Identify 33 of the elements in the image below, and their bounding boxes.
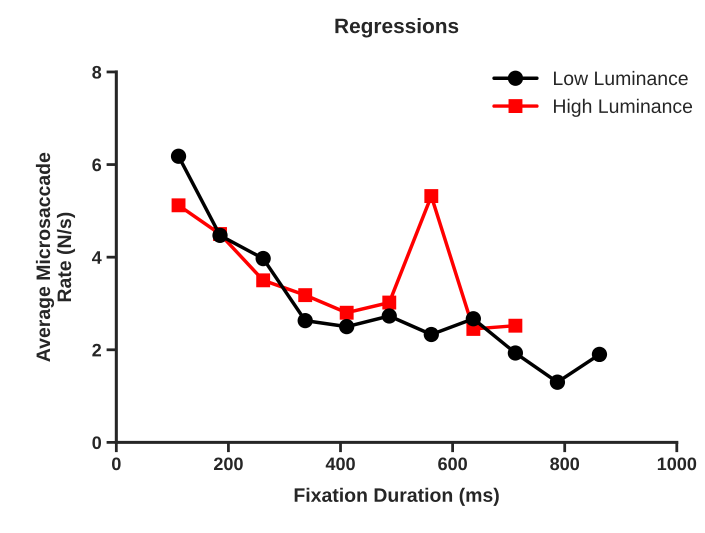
point bbox=[466, 311, 481, 326]
point bbox=[298, 312, 313, 328]
x-axis-title: Fixation Duration (ms) bbox=[294, 488, 499, 506]
point bbox=[298, 288, 312, 302]
x-tick-label: 1000 bbox=[658, 457, 696, 470]
point bbox=[424, 326, 439, 342]
legend-label: Low Luminance bbox=[554, 70, 688, 86]
point bbox=[340, 306, 354, 320]
point bbox=[172, 198, 186, 212]
point bbox=[339, 318, 354, 334]
point bbox=[256, 250, 271, 266]
y-tick-label: 4 bbox=[92, 251, 102, 264]
y-tick-label: 8 bbox=[92, 66, 102, 79]
chart-title: Regressions bbox=[335, 18, 458, 38]
x-tick-label: 600 bbox=[438, 457, 467, 470]
point bbox=[424, 189, 438, 203]
x-tick-label: 800 bbox=[550, 457, 580, 470]
y-tick-label: 0 bbox=[92, 436, 102, 450]
y-tick-label: 2 bbox=[92, 344, 102, 356]
point bbox=[256, 273, 270, 288]
point bbox=[382, 308, 397, 324]
legend-label: High Luminance bbox=[554, 98, 692, 117]
point bbox=[508, 345, 524, 361]
point bbox=[592, 346, 608, 362]
y-axis-title: Average Microsaccade Rate (N/s) bbox=[36, 152, 76, 362]
x-tick-label: 200 bbox=[214, 457, 243, 470]
point bbox=[508, 318, 522, 333]
point bbox=[170, 148, 186, 164]
x-tick-label: 400 bbox=[326, 457, 355, 470]
point bbox=[382, 296, 396, 310]
point bbox=[550, 374, 566, 390]
x-tick-label: 0 bbox=[112, 457, 121, 470]
y-tick-label: 6 bbox=[92, 158, 102, 172]
